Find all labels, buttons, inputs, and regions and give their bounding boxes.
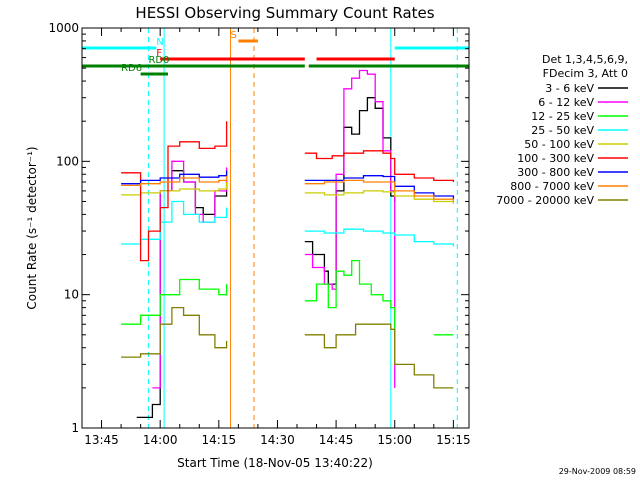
- series-line-100-300-kev: [121, 121, 455, 262]
- legend-label-800-7000-kev: 800 - 7000 keV: [510, 180, 594, 193]
- series-line-7000-20000-kev: [121, 306, 454, 389]
- legend-label-100-300-kev: 100 - 300 keV: [517, 152, 594, 165]
- flag-label-f: F: [156, 48, 162, 59]
- legend-label-50-100-kev: 50 - 100 keV: [524, 138, 594, 151]
- flag-label-rd0: RD0: [148, 55, 169, 66]
- legend-label-25-50-kev: 25 - 50 keV: [531, 124, 594, 137]
- x-tick-label: 14:45: [319, 433, 354, 447]
- x-tick-label: 15:15: [436, 433, 471, 447]
- x-tick-label: 15:00: [377, 433, 412, 447]
- series-line-12-25-kev: [121, 259, 454, 336]
- legend-label-3-6-kev: 3 - 6 keV: [545, 82, 594, 95]
- y-axis-label: Count Rate (s⁻¹ detector⁻¹): [25, 146, 39, 309]
- flag-label-rd6: RD6: [121, 63, 142, 74]
- legend-label-300-800-kev: 300 - 800 keV: [517, 166, 594, 179]
- y-tick-label: 10: [64, 288, 79, 302]
- legend-label-7000-20000-kev: 7000 - 20000 keV: [496, 194, 594, 207]
- flag-label-s: S: [231, 30, 237, 41]
- legend-label-12-25-kev: 12 - 25 keV: [531, 110, 594, 123]
- series-line-800-7000-kev: [121, 175, 455, 202]
- x-tick-label: 13:45: [84, 433, 119, 447]
- legend-header-line: FDecim 3, Att 0: [543, 67, 628, 80]
- legend-header-line: Det 1,3,4,5,6,9,: [542, 53, 628, 66]
- x-tick-label: 14:00: [143, 433, 178, 447]
- series-line-25-50-kev: [121, 200, 455, 247]
- series-line-300-800-kev: [121, 170, 455, 200]
- x-tick-label: 14:15: [202, 433, 237, 447]
- chart-title: HESSI Observing Summary Count Rates: [135, 4, 434, 22]
- x-tick-label: 14:30: [260, 433, 295, 447]
- series-line-50-100-kev: [121, 182, 455, 204]
- footer-timestamp: 29-Nov-2009 08:59: [559, 467, 636, 476]
- flag-label-n: N: [156, 37, 163, 48]
- legend-label-6-12-kev: 6 - 12 keV: [538, 96, 594, 109]
- y-tick-label: 100: [56, 154, 79, 168]
- y-tick-label: 1: [71, 421, 79, 435]
- x-axis-label: Start Time (18-Nov-05 13:40:22): [177, 456, 373, 470]
- plot-frame: [81, 27, 470, 429]
- y-tick-label: 1000: [48, 21, 79, 35]
